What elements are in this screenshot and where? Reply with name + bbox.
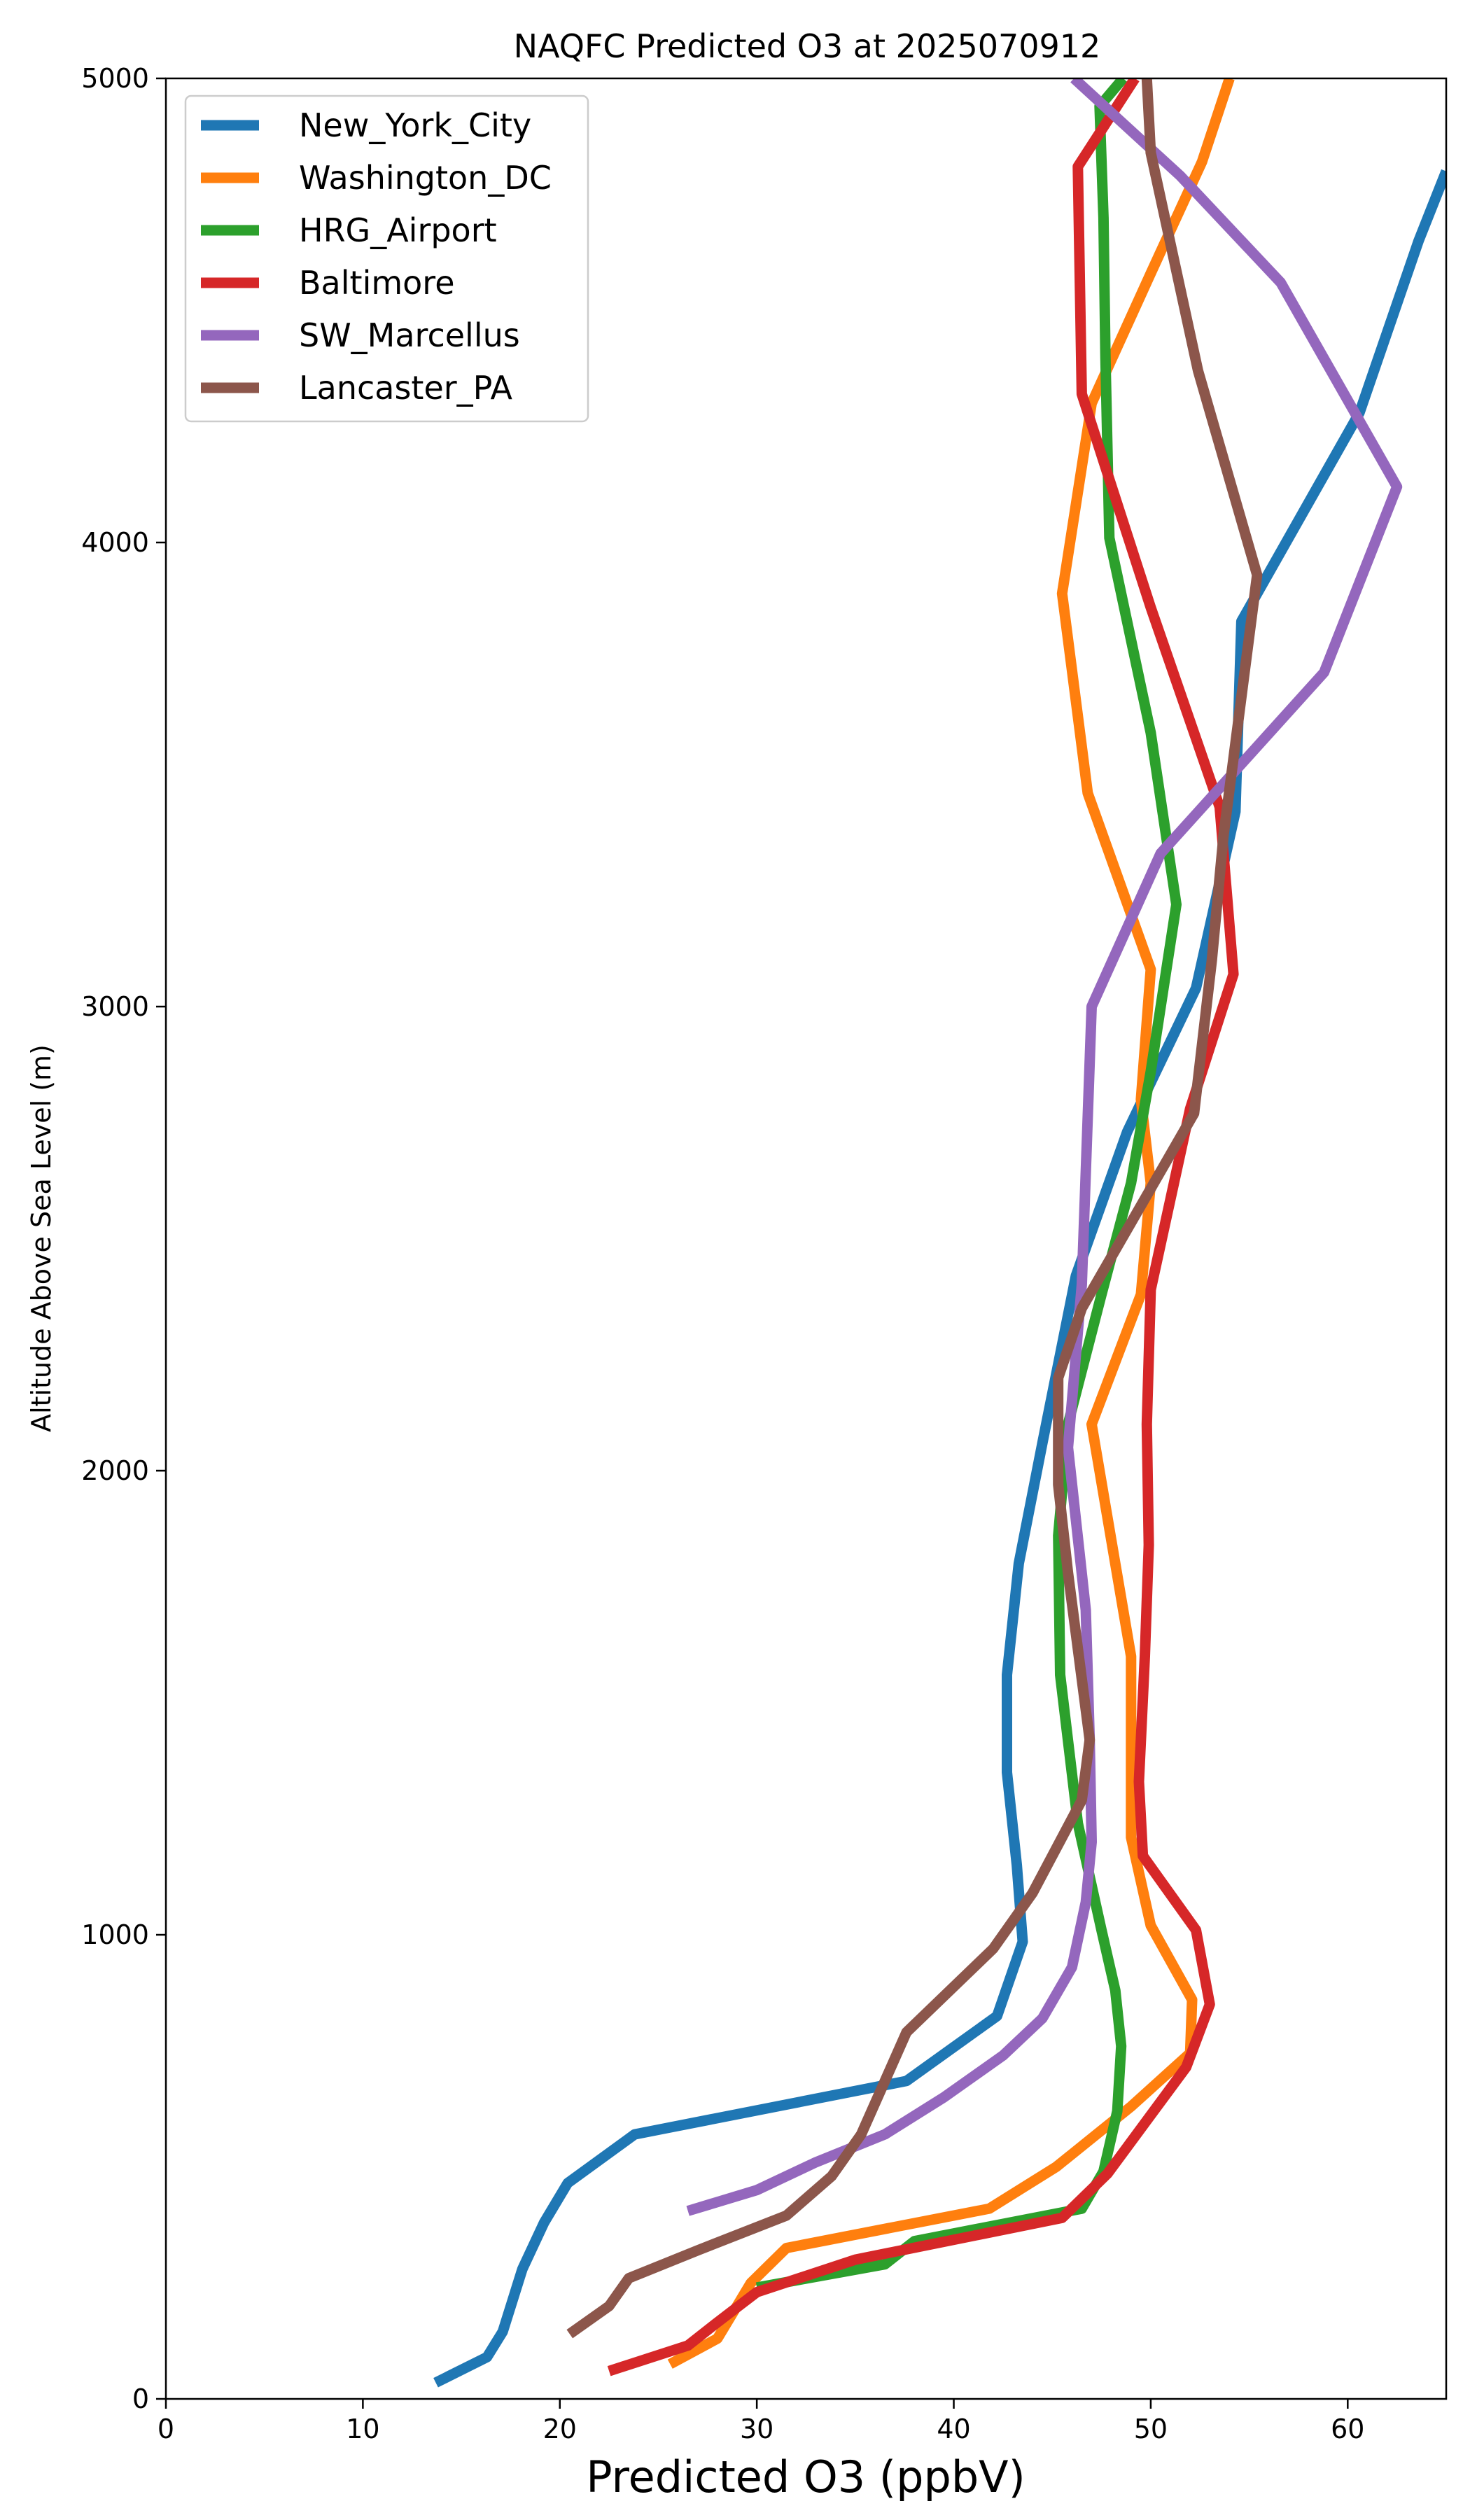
legend-label: Washington_DC [299,159,552,197]
y-tick-label: 0 [132,2384,149,2414]
x-axis-ticks: 0 10 20 30 40 50 60 [158,2399,1364,2444]
y-tick-label: 2000 [81,1455,149,1486]
legend-label: SW_Marcellus [299,316,520,354]
legend-label: Baltimore [299,264,455,302]
legend: New_York_City Washington_DC HRG_Airport Bal… [184,94,589,423]
series-line-baltimore [607,78,1239,2376]
y-tick-label: 1000 [81,1919,149,1950]
x-tick-label: 10 [346,2414,379,2444]
y-tick-label: 5000 [81,63,149,94]
y-tick-label: 4000 [81,527,149,558]
series-line-sw-marcellus [686,78,1403,2216]
legend-label: Lancaster_PA [299,369,512,407]
x-axis-label: Predicted O3 (ppbV) [586,2451,1026,2502]
x-tick-label: 50 [1134,2414,1168,2444]
x-tick-label: 40 [937,2414,970,2444]
series-line-lancaster-pa [566,78,1263,2339]
plot-frame [164,77,1448,2400]
x-tick-label: 30 [740,2414,774,2444]
x-tick-label: 60 [1331,2414,1364,2444]
y-axis-label: Altitude Above Sea Level (m) [26,1044,57,1432]
legend-label: New_York_City [299,106,531,144]
x-tick-label: 0 [158,2414,174,2444]
chart-title: NAQFC Predicted O3 at 2025070912 [514,27,1101,65]
y-axis-ticks: 0 1000 2000 3000 4000 5000 [81,63,166,2414]
legend-box [184,94,589,423]
x-tick-label: 20 [543,2414,577,2444]
legend-label: HRG_Airport [299,211,497,249]
y-tick-label: 3000 [81,991,149,1022]
series-line-washington-dc [667,78,1235,2369]
series-layer [433,78,1446,2388]
